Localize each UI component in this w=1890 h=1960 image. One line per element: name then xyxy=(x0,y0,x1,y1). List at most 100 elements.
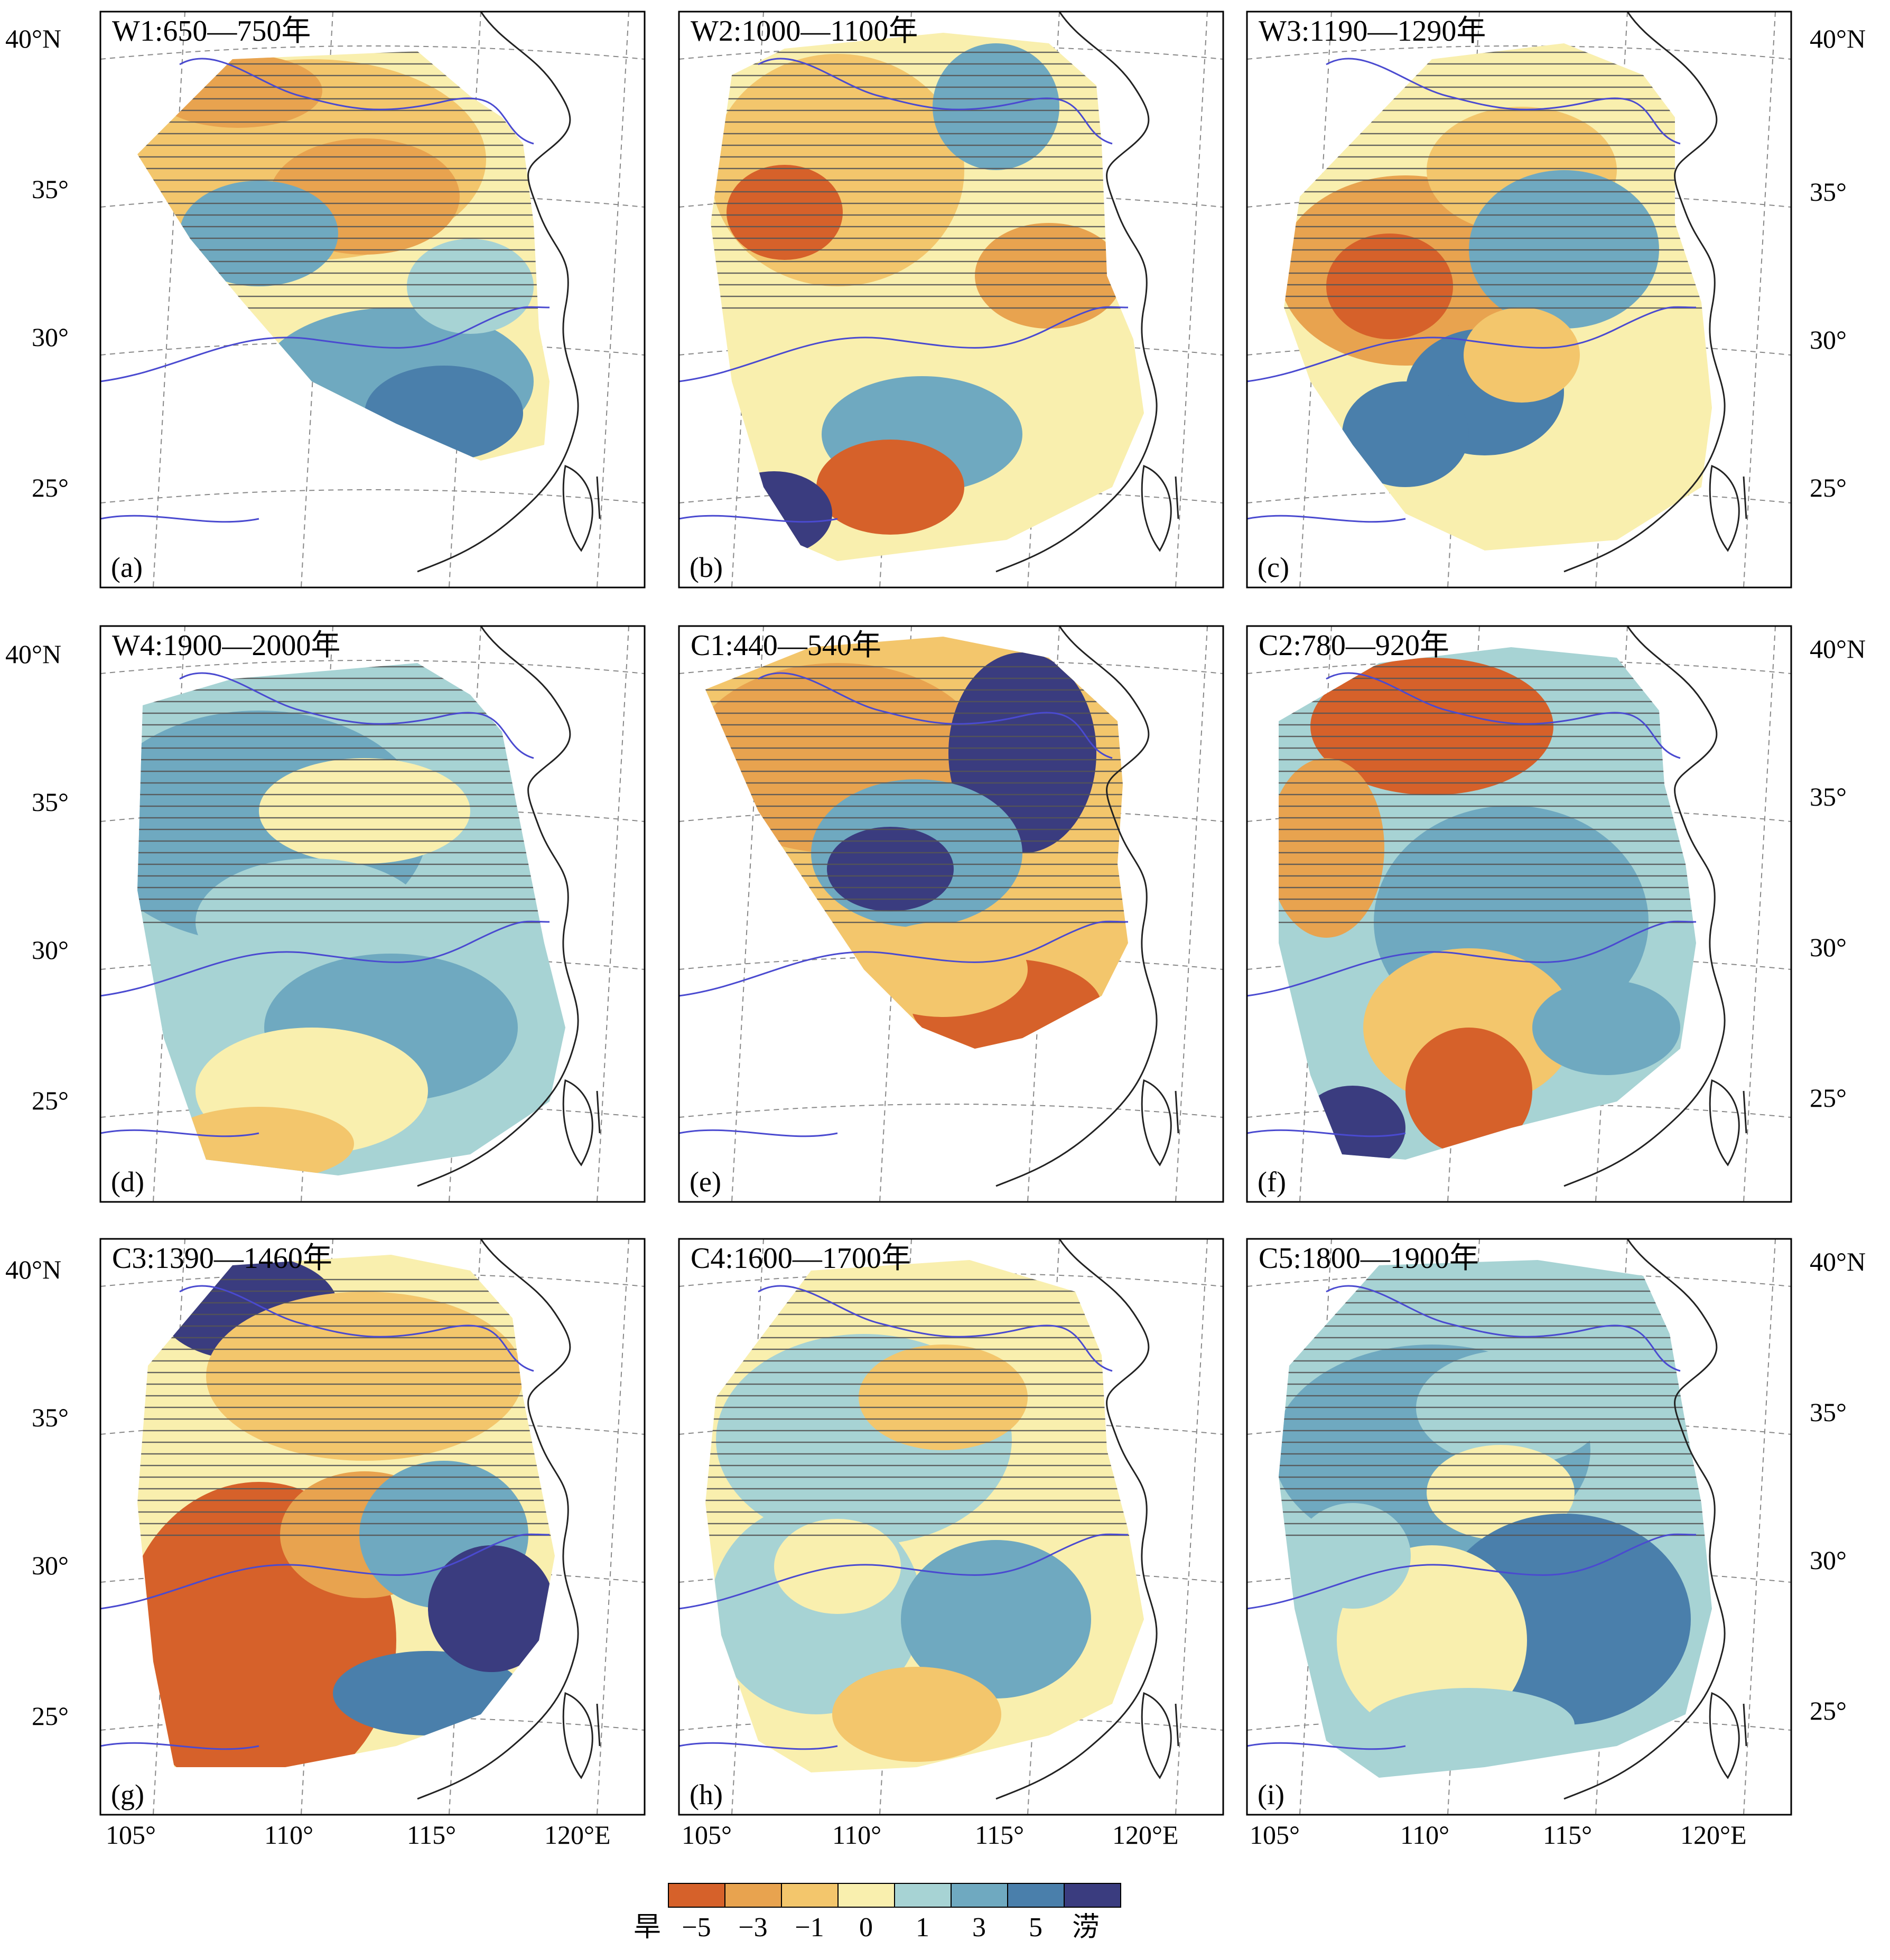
lon-label-105-col2: 105° xyxy=(682,1820,732,1850)
coastline xyxy=(995,626,1179,1187)
panel-title: C2:780—920年 xyxy=(1259,629,1449,662)
graticule-meridian-3 xyxy=(1175,12,1208,587)
anomaly-field xyxy=(705,1260,1144,1772)
pearl-river xyxy=(100,1129,259,1137)
pearl-river xyxy=(679,1129,838,1137)
graticule-parallel-0 xyxy=(1247,660,1791,674)
anomaly-region-5 xyxy=(859,922,1028,1017)
rlat-label-30-row2: 30° xyxy=(1810,932,1847,962)
panel-label: (e) xyxy=(690,1166,721,1198)
graticule-parallel-0 xyxy=(100,660,645,674)
panel-frame xyxy=(1246,625,1792,1203)
lat-label-25-row2: 25° xyxy=(32,1086,69,1115)
panel-title: W1:650—750年 xyxy=(112,15,311,48)
graticule-parallel-2 xyxy=(100,341,645,356)
rivers xyxy=(1247,1285,1697,1750)
rlat-label-25-row1: 25° xyxy=(1810,473,1847,502)
mainland-coast xyxy=(1563,626,1726,1187)
graticule-meridian-0 xyxy=(153,12,185,587)
yangtze-river xyxy=(679,920,1129,997)
graticule-parallel-0 xyxy=(679,45,1223,60)
panel-title: C3:1390—1460年 xyxy=(112,1242,332,1275)
lat-label-30-row2: 30° xyxy=(32,935,69,965)
bottom-lon-labels: 105° 110° 115° 120°E 105° 110° 115° 120°… xyxy=(106,1820,1747,1850)
yellow-river xyxy=(758,1285,1113,1372)
map-panel-d: W4:1900—2000年 (d) xyxy=(99,625,646,1203)
coastline xyxy=(1563,1239,1747,1800)
anomaly-field xyxy=(1279,647,1696,1160)
panel-label: (a) xyxy=(111,552,143,583)
anomaly-field xyxy=(137,51,550,461)
coastline xyxy=(417,1239,601,1800)
colorbar-label-drought: 旱 xyxy=(634,1912,661,1943)
mainland-coast xyxy=(995,1239,1158,1800)
south-china-sea-inset-mark xyxy=(596,1703,601,1747)
south-china-sea-inset-mark xyxy=(1175,1090,1179,1134)
anomaly-field xyxy=(137,1255,555,1767)
anomaly-region-6 xyxy=(1464,307,1580,403)
anomaly-region-6 xyxy=(1363,1688,1575,1762)
colorbar-swatch-2 xyxy=(781,1883,839,1908)
lon-label-120-col3: 120°E xyxy=(1680,1820,1747,1850)
map-panel-i: C5:1800—1900年 (i) xyxy=(1246,1238,1792,1816)
yellow-river xyxy=(758,58,1113,145)
taiwan-island xyxy=(1709,1079,1740,1166)
lat-label-40-row1: 40°N xyxy=(5,24,61,53)
colorbar-label-5: 5 xyxy=(1029,1912,1042,1943)
pearl-river xyxy=(679,1742,838,1750)
panel-frame xyxy=(678,1238,1224,1816)
anomaly-region-5 xyxy=(164,1107,354,1175)
colorbar-swatch-0 xyxy=(668,1883,725,1908)
colorbar-label-0: 0 xyxy=(859,1912,873,1943)
rlat-label-35-row1: 35° xyxy=(1810,177,1847,207)
graticule-parallel-3 xyxy=(1247,489,1791,503)
south-china-sea-inset-mark xyxy=(1743,1090,1747,1134)
graticule-parallel-3 xyxy=(679,1104,1223,1118)
lat-label-25-row1: 25° xyxy=(32,473,69,502)
rlat-label-40-row1: 40°N xyxy=(1810,24,1866,53)
rlat-label-25-row3: 25° xyxy=(1810,1696,1847,1725)
panel-frame xyxy=(678,11,1224,589)
significance-hatching xyxy=(137,1271,555,1545)
yellow-river xyxy=(1326,1285,1681,1372)
yellow-river xyxy=(179,1285,534,1372)
panel-frame xyxy=(99,11,646,589)
significance-hatching xyxy=(137,663,565,932)
anomaly-region-4 xyxy=(365,366,523,461)
yellow-river xyxy=(179,672,534,759)
yangtze-river xyxy=(100,1533,550,1610)
panel-title: W4:1900—2000年 xyxy=(112,629,340,662)
panel-frame xyxy=(678,625,1224,1203)
lon-label-120-col1: 120°E xyxy=(544,1820,611,1850)
south-china-sea-inset-mark xyxy=(596,476,601,519)
lon-label-110-col3: 110° xyxy=(1400,1820,1449,1850)
lon-label-110-col1: 110° xyxy=(264,1820,313,1850)
anomaly-region-5 xyxy=(333,1651,523,1735)
yellow-river xyxy=(758,672,1113,759)
mainland-coast xyxy=(417,1239,579,1800)
panel-title: W3:1190—1290年 xyxy=(1259,15,1486,48)
yangtze-river xyxy=(1247,1533,1697,1610)
taiwan-island xyxy=(562,464,593,552)
mainland-coast xyxy=(1563,12,1726,573)
mainland-coast xyxy=(995,626,1158,1187)
pearl-river xyxy=(100,1742,259,1750)
lon-label-115-col1: 115° xyxy=(407,1820,456,1850)
lon-label-110-col2: 110° xyxy=(832,1820,881,1850)
colorbar-swatch-6 xyxy=(1007,1883,1065,1908)
graticule-parallel-3 xyxy=(100,489,645,503)
colorbar-label-1: 1 xyxy=(916,1912,929,1943)
panel-label: (c) xyxy=(1258,552,1289,583)
taiwan-island xyxy=(1141,1692,1172,1779)
lon-label-105-col3: 105° xyxy=(1250,1820,1300,1850)
yellow-river xyxy=(1326,58,1681,145)
graticule-meridian-3 xyxy=(1175,626,1208,1202)
rivers xyxy=(1247,58,1697,523)
panel-title: C4:1600—1700年 xyxy=(691,1242,911,1275)
rlat-label-25-row2: 25° xyxy=(1810,1083,1847,1113)
anomaly-region-5 xyxy=(1532,980,1680,1075)
anomaly-region-4 xyxy=(1405,1028,1532,1154)
anomaly-region-6 xyxy=(716,471,832,556)
significance-hatching xyxy=(711,43,1144,318)
